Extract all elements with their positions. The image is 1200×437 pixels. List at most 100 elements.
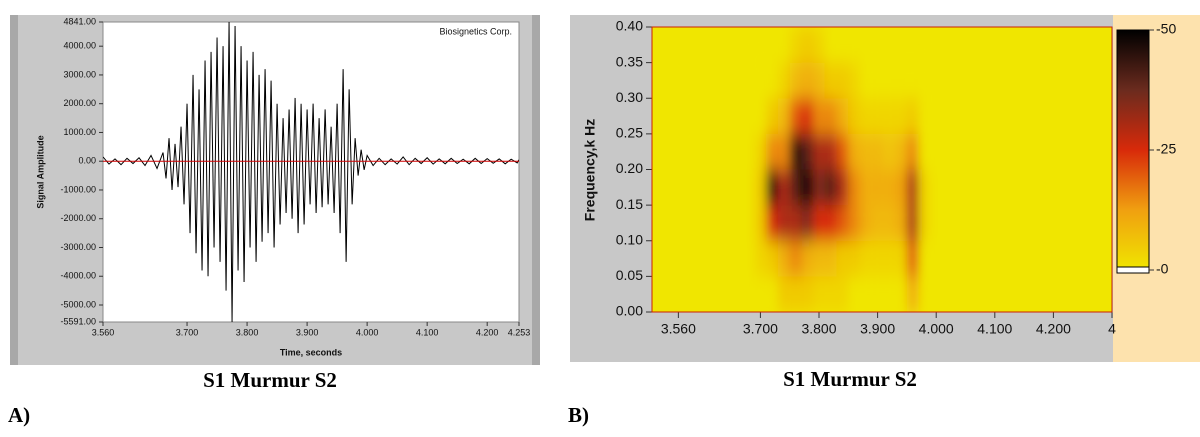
x-tick-label: 3.800 (236, 327, 259, 337)
heatmap-cell (813, 133, 825, 170)
x-tick-label: 4.200 (1036, 321, 1071, 337)
x-tick-label: 3.700 (176, 327, 199, 337)
heatmap-cell (766, 62, 778, 99)
heatmap-cell (906, 276, 919, 312)
heatmap-cell (848, 276, 861, 312)
heatmap-cell (813, 169, 825, 206)
colorbar-tick-label: -0 (1156, 261, 1169, 277)
heatmap-cell (906, 62, 919, 99)
heatmap-cell (906, 205, 919, 241)
heatmap-cell (906, 169, 919, 206)
heatmap-cell (824, 169, 837, 206)
y-tick-label: 4000.00 (63, 41, 96, 51)
heatmap-cell (789, 240, 802, 277)
heatmap-cell (801, 133, 814, 170)
heatmap-cell (848, 169, 861, 206)
heatmap-cell (871, 62, 884, 99)
heatmap-cell (895, 169, 907, 206)
heatmap-cell (801, 276, 814, 312)
heatmap-cell (777, 205, 790, 241)
chart-b: 0.00 0.05 0.10 0.15 0.20 0.25 0.30 0.35 0.40 3.56… (582, 18, 1177, 337)
heatmap-cell (813, 62, 825, 99)
heatmap-cell (883, 240, 896, 277)
heatmap-cell (860, 62, 872, 99)
heatmap-cell (801, 62, 814, 99)
heatmap-cell (871, 240, 884, 277)
heatmap-cell (860, 133, 872, 170)
heatmap-cell (895, 276, 907, 312)
heatmap-cell (824, 205, 837, 241)
y-tick-label: 0.30 (616, 89, 643, 105)
heatmap-cell (918, 205, 931, 241)
y-tick-label: 0.35 (616, 53, 643, 69)
heatmap-cell (883, 27, 896, 63)
heatmap-cell (754, 27, 767, 63)
heatmap-cell (883, 205, 896, 241)
caption: S1 Murmur S2 (203, 368, 337, 392)
colorbar-tick-label: -25 (1156, 141, 1176, 157)
heatmap-cell (813, 276, 825, 312)
heatmap-cell (836, 27, 849, 63)
heatmap-cell (754, 62, 767, 99)
heatmap-cell (754, 133, 767, 170)
heatmap-cell (801, 27, 814, 63)
heatmap-cell (906, 133, 919, 170)
heatmap-cell (918, 62, 931, 99)
y-tick-label: 0.25 (616, 125, 643, 141)
x-tick-label: 4.253 (508, 327, 531, 337)
heatmap-cell (848, 98, 861, 134)
heatmap-cell (824, 133, 837, 170)
heatmap-cell (883, 276, 896, 312)
heatmap-cell (860, 276, 872, 312)
heatmap-cell (789, 98, 802, 134)
heatmap-cell (801, 169, 814, 206)
x-tick-label: 4 (1108, 321, 1116, 337)
heatmap-cell (813, 27, 825, 63)
heatmap-cell (801, 205, 814, 241)
heatmap-cell (836, 62, 849, 99)
heatmap-cell (860, 240, 872, 277)
x-tick-label: 3.700 (743, 321, 778, 337)
heatmap-cell (754, 169, 767, 206)
heatmap-cell (766, 98, 778, 134)
heatmap-cell (836, 276, 849, 312)
heatmap-cell (836, 240, 849, 277)
heatmap-cell (766, 133, 778, 170)
x-tick-label: 4.100 (416, 327, 439, 337)
x-tick-label: 3.800 (801, 321, 836, 337)
heatmap-cell (754, 276, 767, 312)
heatmap-cell (824, 276, 837, 312)
y-tick-label: -1000.00 (60, 184, 96, 194)
heatmap-cell (836, 98, 849, 134)
heatmap-cell (777, 27, 790, 63)
heatmap-cell (848, 62, 861, 99)
heatmap-cell (754, 240, 767, 277)
y-tick-label: 0.10 (616, 231, 643, 247)
heatmap-cell (766, 205, 778, 241)
heatmap-cell (813, 98, 825, 134)
heatmap-cell (895, 205, 907, 241)
heatmap-cell (777, 98, 790, 134)
heatmap-cell (789, 133, 802, 170)
heatmap-cell (906, 27, 919, 63)
heatmap-cell (789, 169, 802, 206)
heatmap-cell (801, 240, 814, 277)
heatmap-cell (883, 133, 896, 170)
heatmap-cell (871, 169, 884, 206)
heatmap-cell (789, 276, 802, 312)
panel-label: B) (568, 403, 589, 427)
y-tick-label: 4841.00 (63, 16, 96, 26)
heatmap-cell (918, 98, 931, 134)
heatmap-cell (883, 169, 896, 206)
y-tick-label: 0.20 (616, 160, 643, 176)
heatmap-cell (918, 169, 931, 206)
x-tick-label: 3.560 (661, 321, 696, 337)
y-tick-label: -3000.00 (60, 242, 96, 252)
heatmap-cell (766, 27, 778, 63)
heatmap-cell (848, 133, 861, 170)
heatmap-cell (777, 169, 790, 206)
y-tick-label: 0.40 (616, 18, 643, 34)
heatmap-cell (789, 205, 802, 241)
heatmap-cell (777, 133, 790, 170)
